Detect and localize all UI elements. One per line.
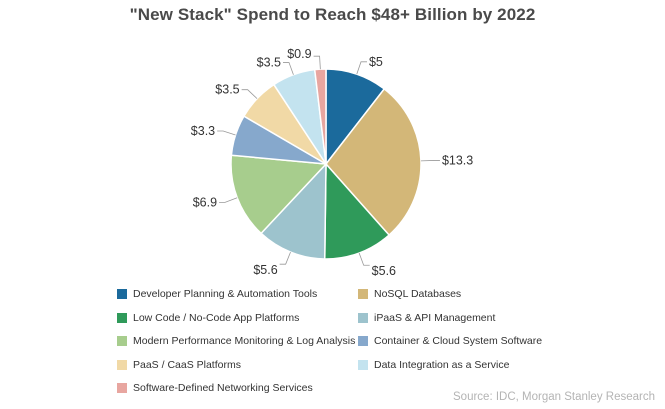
legend-label: Container & Cloud System Software (374, 335, 543, 347)
legend-label: iPaaS & API Management (374, 312, 496, 324)
leader-line (282, 62, 294, 75)
leader-line (313, 55, 321, 70)
leader-line (356, 61, 367, 75)
pie-slice (323, 162, 391, 260)
legend-swatch (117, 289, 127, 299)
legend-item: Data Integration as a Service (358, 358, 509, 372)
leader-line (217, 130, 236, 136)
legend-swatch (117, 383, 127, 393)
pie-slice (230, 154, 328, 235)
data-label: $5.6 (253, 263, 277, 277)
pie-slice (313, 68, 327, 165)
legend-item: iPaaS & API Management (358, 311, 495, 325)
data-label: $13.3 (442, 153, 473, 167)
data-label: $0.9 (287, 47, 311, 61)
legend-item: NoSQL Databases (358, 287, 461, 301)
legend-swatch (358, 360, 368, 370)
legend-label: Modern Performance Monitoring & Log Anal… (133, 335, 356, 347)
chart-title: "New Stack" Spend to Reach $48+ Billion … (129, 5, 536, 24)
legend-label: Software-Defined Networking Services (133, 382, 313, 394)
legend-swatch (117, 313, 127, 323)
legend-label: Developer Planning & Automation Tools (133, 288, 318, 300)
data-label: $3.3 (191, 124, 215, 138)
legend-label: Low Code / No-Code App Platforms (133, 312, 300, 324)
legend-swatch (117, 360, 127, 370)
legend-item: Low Code / No-Code App Platforms (117, 311, 299, 325)
data-label: $5 (369, 55, 383, 69)
pie-slice (260, 162, 327, 260)
leader-line (219, 197, 238, 203)
legend-swatch (358, 289, 368, 299)
data-label: $6.9 (193, 195, 217, 209)
legend-label: PaaS / CaaS Platforms (133, 359, 241, 371)
data-label: $3.5 (257, 56, 281, 70)
legend-item: Container & Cloud System Software (358, 334, 542, 348)
data-label: $3.5 (215, 83, 239, 97)
legend-item: Modern Performance Monitoring & Log Anal… (117, 334, 355, 348)
leader-line (279, 251, 291, 265)
legend-swatch (358, 336, 368, 346)
leader-line (241, 89, 258, 99)
leader-line (358, 252, 370, 266)
source-note: Source: IDC, Morgan Stanley Research (453, 391, 655, 403)
pie-slice (325, 87, 422, 237)
legend-swatch (358, 313, 368, 323)
legend-label: Data Integration as a Service (374, 359, 510, 371)
legend-swatch (117, 336, 127, 346)
data-label: $5.6 (372, 264, 396, 278)
legend-label: NoSQL Databases (374, 288, 462, 300)
legend-item: Developer Planning & Automation Tools (117, 287, 317, 301)
legend-item: Software-Defined Networking Services (117, 381, 313, 395)
legend-item: PaaS / CaaS Platforms (117, 358, 241, 372)
